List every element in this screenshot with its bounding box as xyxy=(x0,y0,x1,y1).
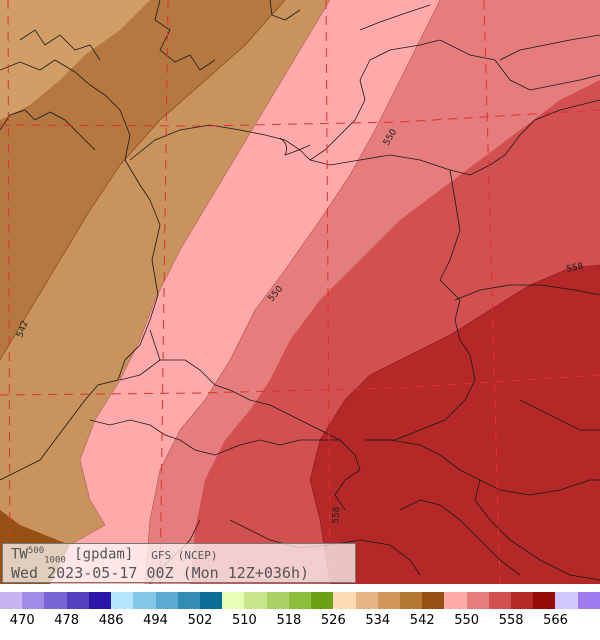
band-558 xyxy=(310,265,600,584)
map-info-box: TW5001000 [gpdam] GFS (NCEP) Wed 2023-05-… xyxy=(2,543,356,583)
legend-swatch xyxy=(244,592,267,609)
legend-tick-label: 486 xyxy=(98,613,124,628)
legend-tick-label: 518 xyxy=(276,613,302,628)
legend-swatch xyxy=(533,592,556,609)
legend-swatch xyxy=(177,592,200,609)
legend-tick-label: 526 xyxy=(320,613,346,628)
legend-tick-label: 558 xyxy=(498,613,524,628)
legend-swatch xyxy=(355,592,378,609)
legend-tick-label: 550 xyxy=(454,613,480,628)
valid-time: Wed 2023-05-17 00Z (Mon 12Z+036h) xyxy=(11,564,310,582)
legend-tick-label: 534 xyxy=(365,613,391,628)
legend-swatch xyxy=(44,592,67,609)
legend-swatch xyxy=(222,592,245,609)
contour-542-line xyxy=(0,0,286,361)
legend-swatch xyxy=(577,592,600,609)
model-source: GFS (NCEP) xyxy=(151,548,218,562)
legend-swatch xyxy=(333,592,356,609)
legend-swatch xyxy=(555,592,578,609)
legend-swatch xyxy=(377,592,400,609)
legend-tick-label: 542 xyxy=(409,613,435,628)
field-name: TW xyxy=(11,546,28,563)
legend-swatch xyxy=(444,592,467,609)
legend-swatch xyxy=(0,592,23,609)
legend-swatch xyxy=(488,592,512,609)
contour-label-558-east: 558 xyxy=(566,262,585,275)
legend-swatch xyxy=(199,592,223,609)
contour-558-line xyxy=(309,264,600,584)
legend-color-bar xyxy=(0,592,600,609)
color-legend: 470 478 486 494 502 510 518 526 534 542 550 558 566 xyxy=(0,592,600,640)
legend-swatch xyxy=(466,592,489,609)
field-sub: 1000 xyxy=(44,555,66,566)
legend-tick-label: 502 xyxy=(187,613,213,628)
legend-swatch xyxy=(155,592,178,609)
contour-550-line xyxy=(144,0,441,584)
field-units: [gpdam] xyxy=(74,546,134,563)
legend-swatch xyxy=(288,592,312,609)
legend-swatch xyxy=(311,592,334,609)
legend-swatch xyxy=(133,592,156,609)
legend-tick-label: 566 xyxy=(543,613,568,628)
legend-swatch xyxy=(22,592,45,609)
field-sup: 500 xyxy=(27,546,45,556)
legend-swatch xyxy=(511,592,534,609)
band-538 xyxy=(0,0,285,360)
map-frame: 542 550 550 558 558 xyxy=(0,0,600,584)
legend-tick-label: 510 xyxy=(232,613,257,628)
legend-swatch xyxy=(399,592,423,609)
legend-tick-label: 470 xyxy=(9,613,35,628)
legend-swatch xyxy=(422,592,445,609)
legend-tick-label: 494 xyxy=(143,613,168,628)
legend-tick-label: 478 xyxy=(54,613,80,628)
field-title: TW5001000 [gpdam] GFS (NCEP) xyxy=(11,546,218,565)
legend-swatch xyxy=(111,592,134,609)
legend-swatch xyxy=(88,592,112,609)
contour-546-line xyxy=(69,0,331,546)
lat-lon-grid xyxy=(0,0,600,584)
legend-swatch xyxy=(66,592,89,609)
legend-swatch xyxy=(266,592,289,609)
thickness-map: 542 550 550 558 558 xyxy=(0,0,600,584)
band-534-light xyxy=(0,0,150,120)
contour-label-558-south: 558 xyxy=(331,506,342,524)
country-borders xyxy=(0,0,600,584)
